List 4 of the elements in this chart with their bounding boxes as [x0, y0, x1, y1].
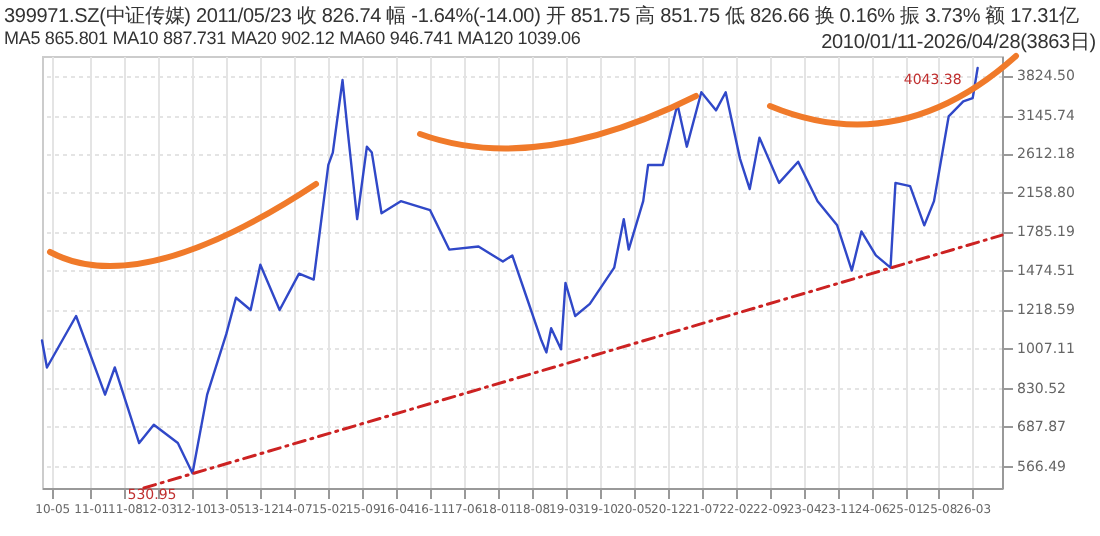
text: 399971.SZ(中证传媒) 2011/05/23 收 826.74 幅 -1.64%(-14.00) 开 851.75 高 851.75 低 826.66 换 0.16% 振 3.73% 额 17.31亿 — [4, 3, 1081, 28]
text: MA5 865.801 MA10 887.731 MA20 902.12 MA60 946.741 MA120 1039.06 — [4, 28, 581, 48]
line-series — [40, 66, 979, 475]
text: 2010/01/11-2026/04/28(3863日) — [821, 30, 1096, 56]
